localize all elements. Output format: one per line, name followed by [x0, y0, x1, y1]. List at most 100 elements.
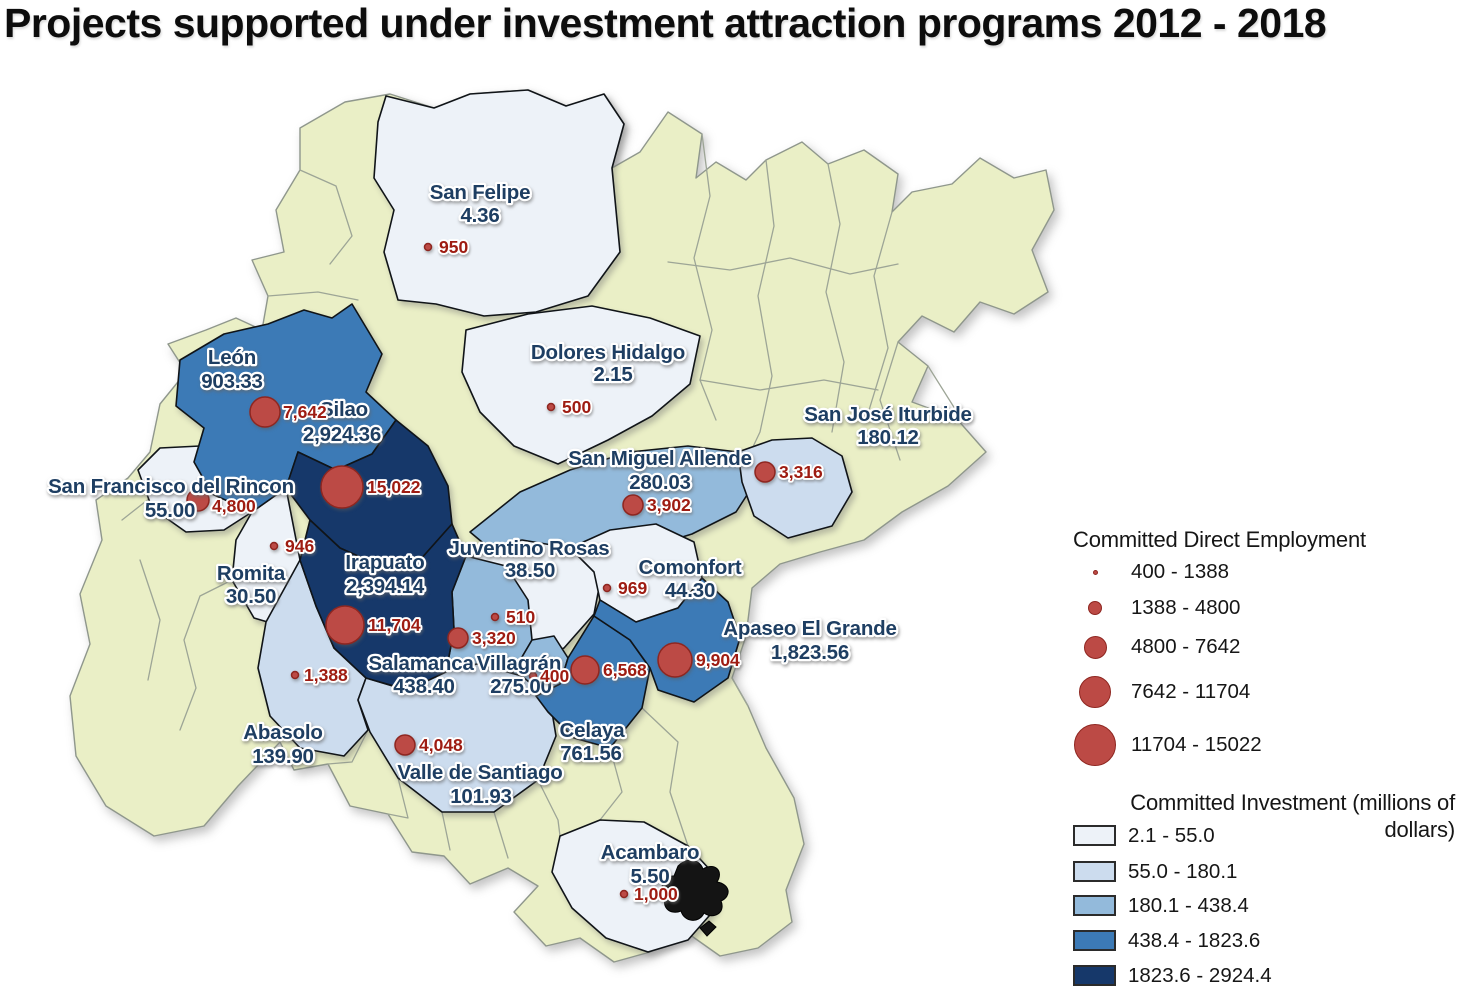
- label-salamanca-value: 438.40: [393, 675, 455, 698]
- legend-investment-swatch-1: [1073, 825, 1116, 846]
- symbol-apaseo-el-grande-employment: [657, 642, 693, 678]
- symbol-san-felipe-employment: [423, 242, 433, 252]
- legend-investment-label-1: 2.1 - 55.0: [1128, 824, 1215, 847]
- label-romita-name: Romita: [217, 562, 286, 585]
- legend-investment-title: Committed Investment (millions of dollar…: [1130, 790, 1455, 842]
- legend-employment-symbol-3: [1083, 635, 1107, 659]
- label-acambaro-name: Acambaro: [601, 841, 700, 864]
- legend-investment-label-4: 438.4 - 1823.6: [1128, 929, 1261, 952]
- label-apaseo-el-grande-name: Apaseo El Grande: [723, 617, 896, 640]
- label-silao-employment: 15,022: [367, 477, 421, 497]
- label-san-francisco-del-rincon-name: San Francisco del Rincon: [48, 475, 294, 498]
- symbol-villagran-employment: [528, 671, 538, 681]
- symbol-irapuato-employment: [325, 605, 365, 645]
- label-san-miguel-allende-name: San Miguel Allende: [568, 447, 752, 470]
- region-valle-de-santiago: [357, 663, 557, 813]
- symbol-salamanca-employment: [447, 627, 469, 649]
- symbol-juventino-rosas-employment: [490, 612, 500, 622]
- label-irapuato-employment: 11,704: [368, 615, 421, 635]
- label-comonfort-name: Comonfort: [639, 556, 742, 579]
- label-apaseo-el-grande-value: 1,823.56: [771, 641, 849, 664]
- label-villagran-value: 275.00: [490, 675, 552, 698]
- legend-employment-symbol-1: [1092, 569, 1098, 575]
- employment-labels: 950 500 7,642 15,022 4,800 946 11,704 51…: [210, 235, 825, 906]
- label-irapuato-name: Irapuato: [345, 551, 424, 574]
- label-villagran-name: Villagrán: [477, 652, 561, 675]
- legend-investment-label-3: 180.1 - 438.4: [1128, 894, 1249, 917]
- legend-investment-swatch-4: [1073, 930, 1116, 951]
- label-juventino-rosas-name: Juventino Rosas: [448, 537, 609, 560]
- label-leon-employment: 7,642: [283, 402, 327, 422]
- label-dolores-hidalgo-value: 2.15: [593, 363, 632, 386]
- data-regions: [137, 89, 853, 953]
- label-san-francisco-del-rincon-employment: 4,800: [212, 496, 256, 516]
- label-valle-de-santiago-employment: 4,048: [419, 735, 463, 755]
- region-apaseo-el-grande: [593, 577, 741, 703]
- label-acambaro-employment: 1,000: [634, 884, 678, 904]
- legend-employment-label-3: 4800 - 7642: [1131, 635, 1241, 658]
- label-san-felipe-name: San Felipe: [430, 181, 531, 204]
- lake: [661, 859, 729, 937]
- legend-investment-swatch-3: [1073, 895, 1116, 916]
- page-title: Projects supported under investment attr…: [4, 0, 1327, 46]
- employment-symbols: [186, 242, 776, 899]
- legend-investment-label-5: 1823.6 - 2924.4: [1128, 964, 1272, 987]
- label-dolores-hidalgo-employment: 500: [562, 397, 591, 417]
- symbol-san-miguel-allende-employment: [622, 494, 644, 516]
- legend-employment-label-5: 11704 - 15022: [1131, 733, 1262, 756]
- label-san-felipe-value: 4.36: [460, 204, 499, 227]
- legend-employment-symbol-4: [1079, 676, 1111, 708]
- symbol-acambaro-employment: [619, 889, 629, 899]
- label-celaya-employment: 6,568: [603, 660, 647, 680]
- symbol-comonfort-employment: [602, 583, 612, 593]
- legend-employment-symbol-2: [1088, 601, 1102, 615]
- region-acambaro: [551, 819, 717, 953]
- label-comonfort-value: 44.30: [665, 579, 715, 602]
- label-villagran-employment: 400: [540, 666, 569, 686]
- label-celaya-name: Celaya: [560, 719, 626, 742]
- label-acambaro-value: 5.50: [630, 865, 669, 888]
- label-salamanca-employment: 3,320: [472, 628, 516, 648]
- legend-employment-label-4: 7642 - 11704: [1131, 680, 1251, 703]
- symbol-silao-employment: [320, 465, 364, 509]
- legend-employment-label-2: 1388 - 4800: [1131, 596, 1241, 619]
- label-san-felipe-employment: 950: [439, 237, 468, 257]
- label-valle-de-santiago-name: Valle de Santiago: [397, 761, 562, 784]
- label-romita-employment: 946: [285, 536, 314, 556]
- symbol-leon-employment: [249, 396, 281, 428]
- symbol-abasolo-employment: [290, 670, 300, 680]
- symbol-san-francisco-del-rincon-employment: [186, 488, 210, 512]
- label-abasolo-employment: 1,388: [304, 665, 348, 685]
- label-valle-de-santiago-value: 101.93: [450, 785, 512, 808]
- label-silao-name: Silao: [320, 398, 368, 421]
- label-leon-name: León: [208, 346, 256, 369]
- symbol-romita-employment: [269, 541, 279, 551]
- label-abasolo-value: 139.90: [252, 745, 314, 768]
- legend-employment-title: Committed Direct Employment: [1073, 527, 1366, 552]
- label-juventino-rosas-employment: 510: [506, 607, 535, 627]
- label-san-francisco-del-rincon-value: 55.00: [145, 499, 195, 522]
- legend-employment-label-1: 400 - 1388: [1131, 560, 1230, 583]
- label-apaseo-el-grande-employment: 9,904: [696, 650, 740, 670]
- symbol-valle-de-santiago-employment: [394, 734, 416, 756]
- legend-investment-swatch-2: [1073, 861, 1116, 882]
- municipal-borders: [121, 133, 963, 859]
- label-dolores-hidalgo-name: Dolores Hidalgo: [531, 341, 685, 364]
- label-celaya-value: 761.56: [560, 742, 622, 765]
- label-san-jose-iturbide-value: 180.12: [857, 426, 919, 449]
- label-abasolo-name: Abasolo: [243, 721, 322, 744]
- region-dolores-hidalgo: [461, 305, 701, 465]
- label-san-jose-iturbide-name: San José Iturbide: [804, 403, 971, 426]
- label-san-jose-iturbide-employment: 3,316: [779, 462, 823, 482]
- municipality-labels: San Felipe 4.36 Dolores Hidalgo 2.15 Leó…: [46, 179, 974, 891]
- label-leon-value: 903.33: [201, 370, 263, 393]
- label-romita-value: 30.50: [226, 585, 276, 608]
- legend-investment-label-2: 55.0 - 180.1: [1128, 860, 1238, 883]
- label-san-miguel-allende-employment: 3,902: [647, 495, 691, 515]
- symbol-celaya-employment: [570, 655, 600, 685]
- symbol-san-jose-iturbide-employment: [754, 461, 776, 483]
- label-juventino-rosas-value: 38.50: [505, 559, 555, 582]
- label-silao-value: 2,924.36: [303, 423, 381, 446]
